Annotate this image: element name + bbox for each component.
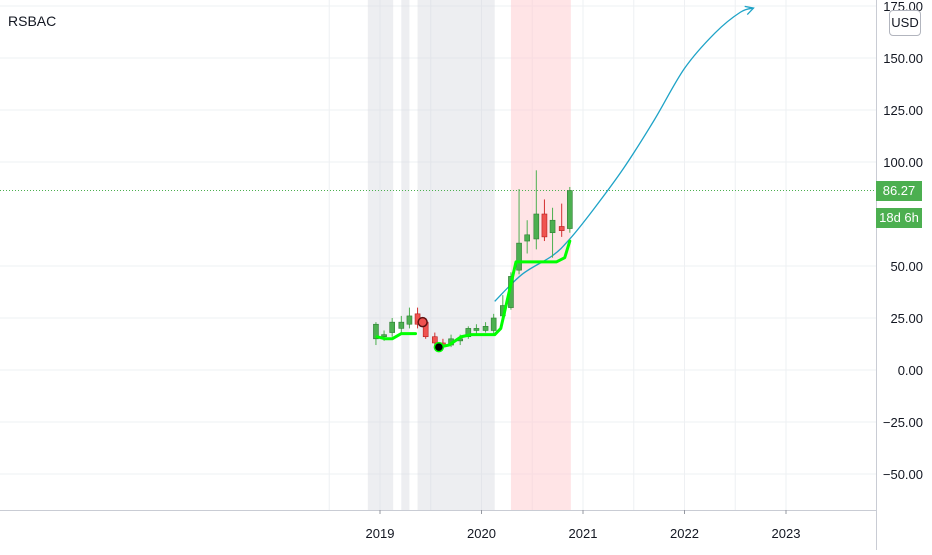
y-tick-label: 100.00	[883, 155, 923, 170]
candle[interactable]	[516, 242, 522, 271]
candle[interactable]	[482, 326, 489, 331]
x-axis-labels[interactable]: 2019 2020 2021 2022 2023	[366, 510, 801, 541]
x-tick-label: 2022	[670, 526, 699, 541]
trailing-stop-line[interactable]	[375, 239, 572, 349]
y-tick-label: 25.00	[890, 311, 923, 326]
shaded-region	[401, 0, 410, 510]
buy-signal-icon[interactable]	[433, 341, 445, 353]
candle[interactable]	[381, 334, 387, 338]
session-shading	[367, 0, 571, 510]
shaded-region	[367, 0, 394, 510]
y-tick-label: 125.00	[883, 103, 923, 118]
last-price-label: 86.27	[876, 180, 922, 201]
trailing-stop-segment[interactable]	[375, 332, 418, 341]
candle[interactable]	[558, 226, 565, 231]
candle[interactable]	[541, 213, 548, 238]
sell-signal-icon[interactable]	[417, 316, 428, 328]
candle[interactable]	[490, 317, 497, 331]
trailing-stop-segment[interactable]	[437, 239, 572, 349]
projection-arrowhead	[744, 5, 755, 16]
candle[interactable]	[389, 321, 395, 333]
y-tick-label: −50.00	[883, 467, 923, 482]
x-tick-label: 2021	[569, 526, 598, 541]
candle[interactable]	[549, 219, 556, 234]
symbol-title: RSBAC	[8, 13, 57, 29]
candle[interactable]	[473, 328, 480, 331]
candle[interactable]	[524, 234, 530, 242]
candle[interactable]	[373, 323, 379, 340]
y-tick-label: 50.00	[890, 259, 923, 274]
bar-countdown-label: 18d 6h	[876, 207, 922, 228]
candle[interactable]	[406, 315, 413, 325]
x-tick-label: 2019	[366, 526, 395, 541]
x-tick-label: 2020	[467, 526, 496, 541]
y-tick-label: 0.00	[898, 363, 923, 378]
x-tick-label: 2023	[772, 526, 801, 541]
y-tick-label: 150.00	[883, 51, 923, 66]
currency-button[interactable]: USD	[889, 10, 921, 36]
signal-markers[interactable]	[417, 316, 445, 353]
candle[interactable]	[533, 213, 540, 240]
candle[interactable]	[567, 190, 573, 229]
candles[interactable]	[373, 170, 573, 350]
shaded-region	[417, 0, 495, 510]
y-tick-label: −25.00	[883, 415, 923, 430]
axes	[0, 0, 877, 550]
candle[interactable]	[398, 321, 405, 329]
y-axis-labels[interactable]: −50.00 −25.00 0.00 25.00 50.00 100.00 125.00 15…	[883, 0, 923, 482]
candle[interactable]	[432, 336, 438, 344]
